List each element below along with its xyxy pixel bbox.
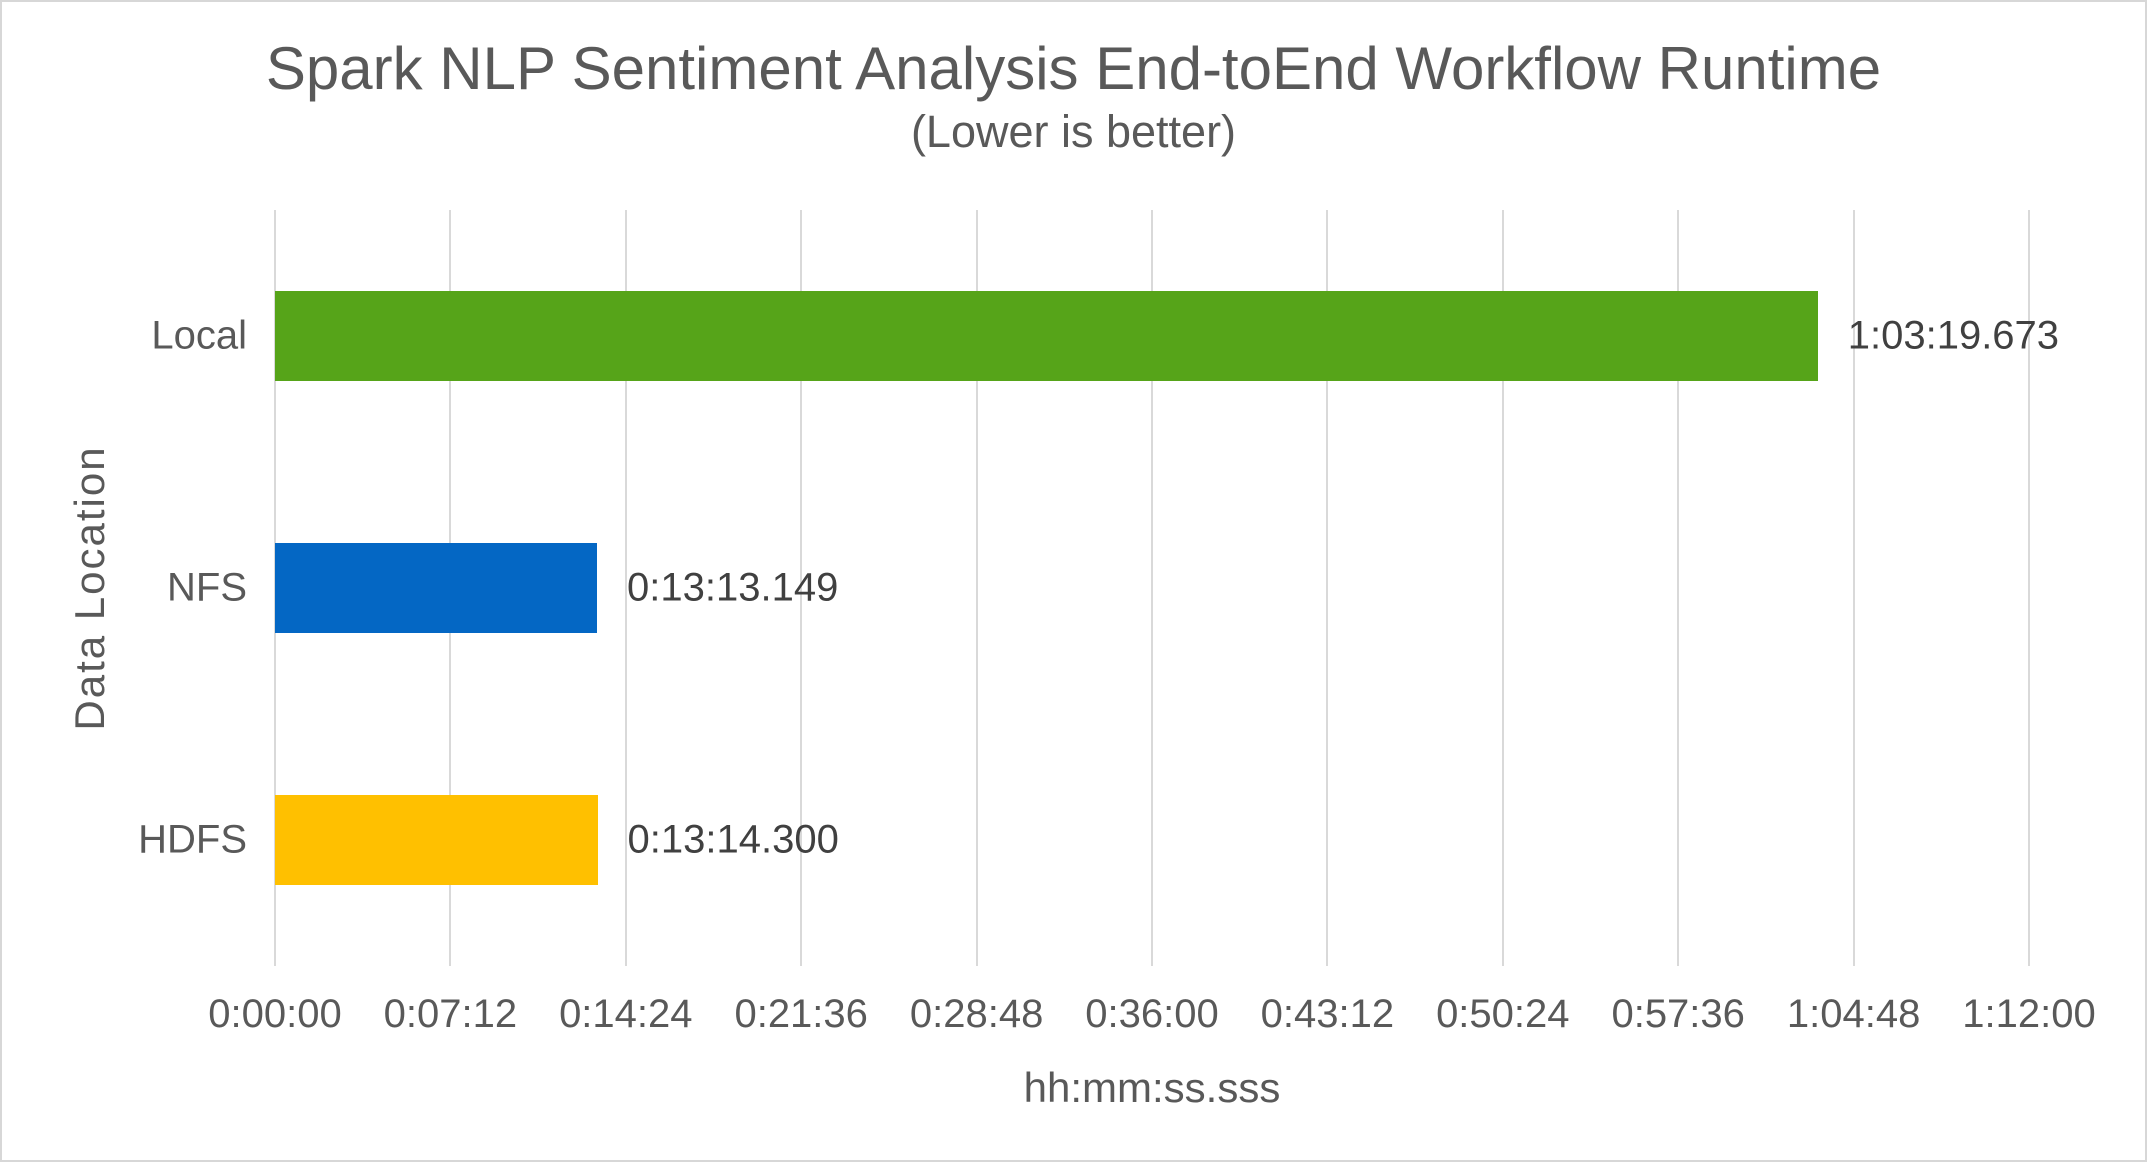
x-tick-label: 0:43:12	[1260, 992, 1395, 1036]
gridline	[2028, 210, 2030, 966]
bar-value-label: 0:13:14.300	[627, 817, 839, 862]
x-tick-label: 0:50:24	[1436, 992, 1570, 1036]
category-label-local: Local	[151, 313, 247, 358]
bar-value-label: 0:13:13.149	[627, 565, 839, 610]
category-label-hdfs: HDFS	[138, 817, 247, 862]
category-label-nfs: NFS	[167, 565, 247, 610]
plot-area: 1:03:19.673 0:13:13.149 0:13:14.300	[274, 210, 2059, 966]
x-tick-label: 0:00:00	[208, 992, 342, 1036]
x-tick-label: 0:21:36	[734, 992, 868, 1036]
x-tick-label: 0:28:48	[909, 992, 1044, 1036]
gridline	[624, 210, 627, 966]
gridline	[975, 210, 978, 966]
gridline	[1326, 210, 1329, 966]
x-tick-label: 0:36:00	[1085, 992, 1219, 1036]
gridline	[1501, 210, 1504, 966]
x-axis-title: hh:mm:ss.sss	[1023, 1064, 1281, 1111]
gridline	[1677, 210, 1680, 966]
x-tick-label: 0:07:12	[383, 992, 518, 1036]
chart-subtitle: (Lower is better)	[910, 106, 1237, 157]
gridline	[1852, 210, 1855, 966]
chart-title: Spark NLP Sentiment Analysis End-toEnd W…	[265, 35, 1882, 102]
gridline	[800, 210, 803, 966]
gridline	[1151, 210, 1153, 966]
bar-value-label: 1:03:19.673	[1847, 313, 2060, 358]
bar-hdfs	[275, 795, 598, 885]
bar-nfs	[275, 543, 598, 633]
x-tick-label: 1:04:48	[1786, 992, 1921, 1036]
x-tick-label: 0:14:24	[559, 992, 693, 1036]
x-tick-label: 0:57:36	[1611, 992, 1745, 1036]
x-tick-label: 1:12:00	[1962, 992, 2096, 1036]
bar-local	[275, 291, 1818, 381]
